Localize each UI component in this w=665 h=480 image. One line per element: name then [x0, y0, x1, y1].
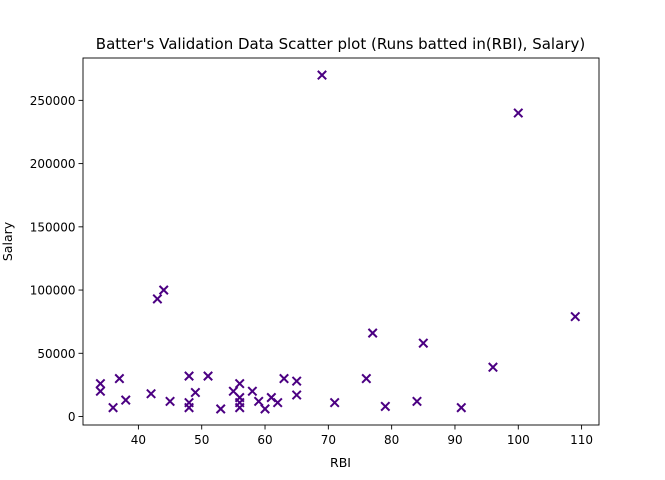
data-point	[260, 404, 270, 414]
x-tick-label: 110	[570, 433, 593, 447]
x-axis: 40 50 60 70 80 90 100 110	[131, 425, 593, 447]
data-point	[412, 396, 422, 407]
data-point	[418, 338, 429, 349]
data-point	[215, 404, 226, 414]
data-point	[317, 70, 327, 80]
data-point	[488, 362, 498, 373]
data-point	[120, 395, 131, 405]
data-point	[165, 396, 175, 407]
data-point	[456, 402, 467, 413]
x-axis-label: RBI	[330, 455, 351, 470]
data-point	[367, 328, 378, 338]
data-point	[291, 390, 302, 400]
data-point	[146, 388, 156, 399]
y-tick-label: 250000	[30, 94, 76, 108]
data-point	[152, 294, 163, 304]
data-point	[203, 371, 213, 381]
data-point	[95, 378, 106, 389]
y-tick-label: 200000	[30, 157, 76, 171]
x-tick-label: 80	[384, 433, 399, 447]
data-point	[234, 402, 245, 413]
data-point	[158, 285, 169, 295]
y-tick-label: 0	[68, 410, 76, 424]
data-points	[95, 70, 581, 414]
y-axis-label: Salary	[0, 221, 15, 261]
data-point	[380, 401, 391, 412]
x-tick-label: 50	[194, 433, 209, 447]
y-tick-label: 50000	[37, 347, 75, 361]
data-point	[272, 397, 283, 408]
data-point	[570, 311, 581, 322]
x-tick-label: 90	[447, 433, 462, 447]
x-tick-label: 60	[257, 433, 272, 447]
y-tick-label: 150000	[30, 220, 76, 234]
data-point	[234, 378, 245, 389]
data-point	[114, 373, 125, 384]
chart-title: Batter's Validation Data Scatter plot (R…	[96, 35, 585, 53]
data-point	[184, 371, 194, 381]
data-point	[513, 108, 524, 118]
data-point	[329, 397, 340, 408]
data-point	[95, 386, 106, 397]
x-tick-label: 100	[507, 433, 530, 447]
data-point	[184, 402, 194, 413]
x-tick-label: 40	[131, 433, 146, 447]
data-point	[247, 386, 258, 397]
data-point	[108, 402, 118, 413]
plot-area-frame	[82, 57, 600, 426]
data-point	[190, 387, 201, 398]
data-point	[361, 373, 372, 384]
data-point	[279, 373, 289, 384]
x-tick-label: 70	[321, 433, 336, 447]
y-axis: 0 50000 100000 150000 200000 250000	[30, 94, 83, 424]
data-point	[291, 376, 302, 387]
y-tick-label: 100000	[30, 284, 76, 298]
